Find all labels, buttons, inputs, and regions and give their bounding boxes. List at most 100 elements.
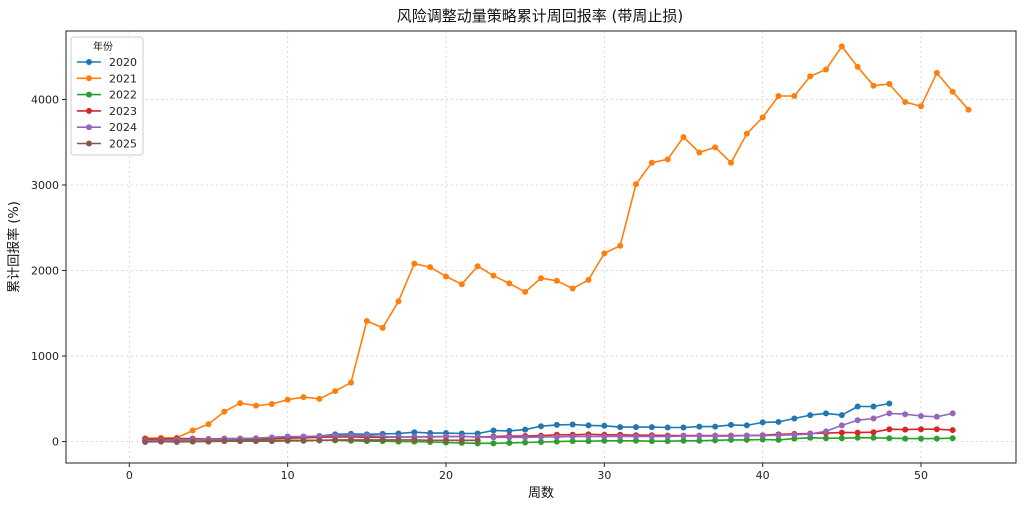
data-point (759, 419, 766, 426)
data-point (601, 250, 608, 257)
data-point (458, 281, 465, 288)
data-point (348, 379, 354, 386)
data-point (854, 417, 861, 424)
chart-title: 风险调整动量策略累计周回报率 (带周止损) (397, 7, 683, 25)
data-point (791, 93, 798, 100)
data-point (902, 426, 909, 433)
data-point (807, 73, 814, 80)
data-point (585, 438, 592, 445)
data-point (474, 437, 481, 444)
data-point (918, 412, 924, 419)
data-point (886, 410, 893, 417)
data-point (902, 435, 909, 442)
axes: 0 10 20 30 40 50 0 1000 2000 3000 4000 (31, 93, 928, 482)
data-point (284, 437, 291, 444)
data-point (284, 433, 291, 440)
data-point (601, 422, 608, 429)
data-point (680, 437, 687, 444)
legend: 年份 2020 2021 2022 2023 2024 2025 (70, 36, 144, 156)
data-point (268, 400, 275, 407)
data-point (348, 436, 354, 443)
data-point (538, 439, 544, 446)
data-point (633, 437, 639, 444)
data-point (506, 280, 513, 287)
data-point (886, 400, 893, 407)
data-point (823, 435, 829, 442)
y-tick-label: 2000 (31, 265, 59, 278)
data-point (696, 437, 703, 444)
data-point (918, 426, 924, 433)
data-point (158, 438, 164, 445)
data-point (838, 412, 845, 419)
data-point (284, 396, 291, 403)
data-point (506, 427, 513, 434)
data-point (949, 427, 956, 434)
legend-swatch-marker (86, 59, 92, 65)
data-point (775, 93, 782, 100)
legend-label: 2023 (109, 105, 137, 118)
data-point (569, 285, 576, 292)
data-point (648, 433, 655, 440)
data-point (743, 130, 750, 137)
data-point (490, 440, 497, 447)
data-point (918, 103, 924, 110)
data-point (617, 433, 624, 440)
data-point (601, 437, 608, 444)
y-tick-label: 4000 (31, 93, 59, 106)
data-point (838, 429, 845, 436)
data-point (553, 277, 560, 284)
legend-item-2021: 2021 (77, 72, 137, 85)
data-point (221, 438, 228, 445)
data-point (664, 438, 671, 445)
data-point (205, 421, 212, 428)
data-point (712, 437, 719, 444)
data-point (933, 426, 940, 433)
data-point (332, 388, 339, 395)
data-point (522, 426, 529, 433)
data-point (585, 422, 592, 429)
data-point (490, 427, 497, 434)
data-point (648, 159, 655, 166)
data-point (569, 438, 576, 445)
data-point (458, 437, 465, 444)
data-point (648, 438, 655, 445)
data-point (664, 156, 671, 163)
data-point (617, 242, 624, 249)
data-point (443, 273, 449, 280)
data-point (949, 410, 956, 417)
data-point (712, 433, 719, 440)
data-point (363, 432, 370, 439)
data-point (823, 410, 829, 417)
data-point (395, 298, 402, 305)
data-point (617, 424, 624, 431)
data-point (221, 408, 228, 415)
data-point (490, 272, 497, 279)
data-point (728, 433, 734, 440)
legend-label: 2022 (109, 89, 137, 102)
legend-swatch-marker (86, 140, 92, 147)
legend-label: 2021 (109, 72, 137, 85)
legend-item-2020: 2020 (77, 56, 137, 69)
grid (66, 31, 1016, 463)
data-point (664, 424, 671, 431)
data-point (316, 395, 323, 402)
legend-title: 年份 (93, 40, 113, 53)
series-line (145, 45, 970, 439)
data-point (949, 435, 956, 442)
legend-swatch-marker (86, 75, 92, 82)
data-point (918, 435, 924, 442)
data-point (142, 439, 149, 446)
x-axis-title: 周数 (528, 486, 554, 501)
plot-frame (65, 30, 1017, 464)
data-point (268, 438, 275, 445)
legend-item-2023: 2023 (77, 105, 137, 118)
y-tick-label: 3000 (31, 179, 59, 192)
data-point (189, 438, 196, 445)
legend-item-2025: 2025 (77, 138, 137, 151)
data-point (237, 400, 244, 407)
data-point (870, 415, 877, 422)
data-point (490, 434, 497, 441)
data-point (332, 432, 339, 439)
data-point (854, 434, 861, 441)
